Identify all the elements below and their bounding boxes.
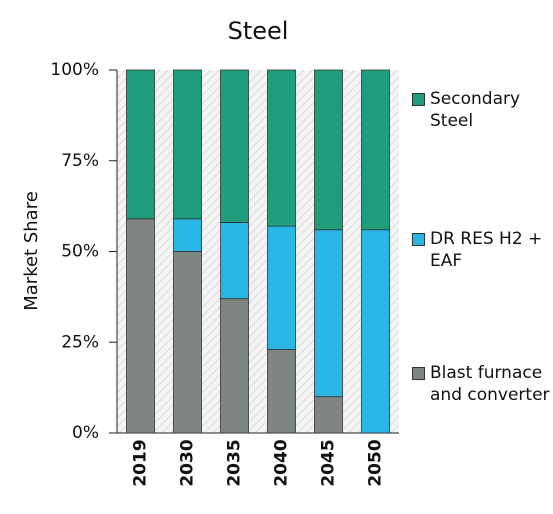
bar-segment [361, 69, 390, 231]
legend-item: Secondary Steel [412, 88, 553, 132]
bar-segment [314, 229, 343, 398]
bar-segment [361, 229, 390, 434]
legend-label: Blast furnace and converter [430, 363, 550, 405]
bar-segment [220, 69, 249, 223]
legend-swatch [412, 233, 425, 246]
y-tick-label: 50% [61, 242, 99, 262]
bar-segment [314, 69, 343, 231]
y-tick-label: 75% [61, 151, 99, 171]
bar-segment [267, 349, 296, 434]
bar-segment [173, 218, 202, 252]
y-axis-label: Market Share [21, 191, 42, 311]
x-tick-label: 2019 [131, 439, 151, 486]
bar-segment [267, 225, 296, 350]
legend-swatch [412, 93, 425, 106]
x-tick-label: 2050 [366, 439, 386, 486]
x-tick-label: 2035 [225, 439, 245, 486]
chart-title: Steel [228, 17, 289, 45]
legend-swatch [412, 367, 425, 380]
plot-area [117, 70, 399, 433]
bar-segment [126, 218, 155, 434]
x-tick-label: 2045 [319, 439, 339, 486]
legend-label: Secondary Steel [430, 89, 521, 131]
y-tick-label: 0% [72, 423, 99, 443]
x-tick-label: 2030 [178, 439, 198, 486]
x-tick-label: 2040 [272, 439, 292, 486]
bar-segment [126, 69, 155, 220]
bar-segment [173, 69, 202, 220]
bar-segment [267, 69, 296, 227]
legend-item: DR RES H2 + EAF [412, 228, 553, 272]
bar-segment [314, 396, 343, 434]
y-tick-label: 25% [61, 332, 99, 352]
legend-label: DR RES H2 + EAF [430, 229, 543, 271]
legend-item: Blast furnace and converter [412, 362, 553, 406]
bar-segment [220, 298, 249, 434]
bar-segment [220, 222, 249, 300]
y-tick-label: 100% [50, 60, 99, 80]
bar-segment [173, 251, 202, 434]
